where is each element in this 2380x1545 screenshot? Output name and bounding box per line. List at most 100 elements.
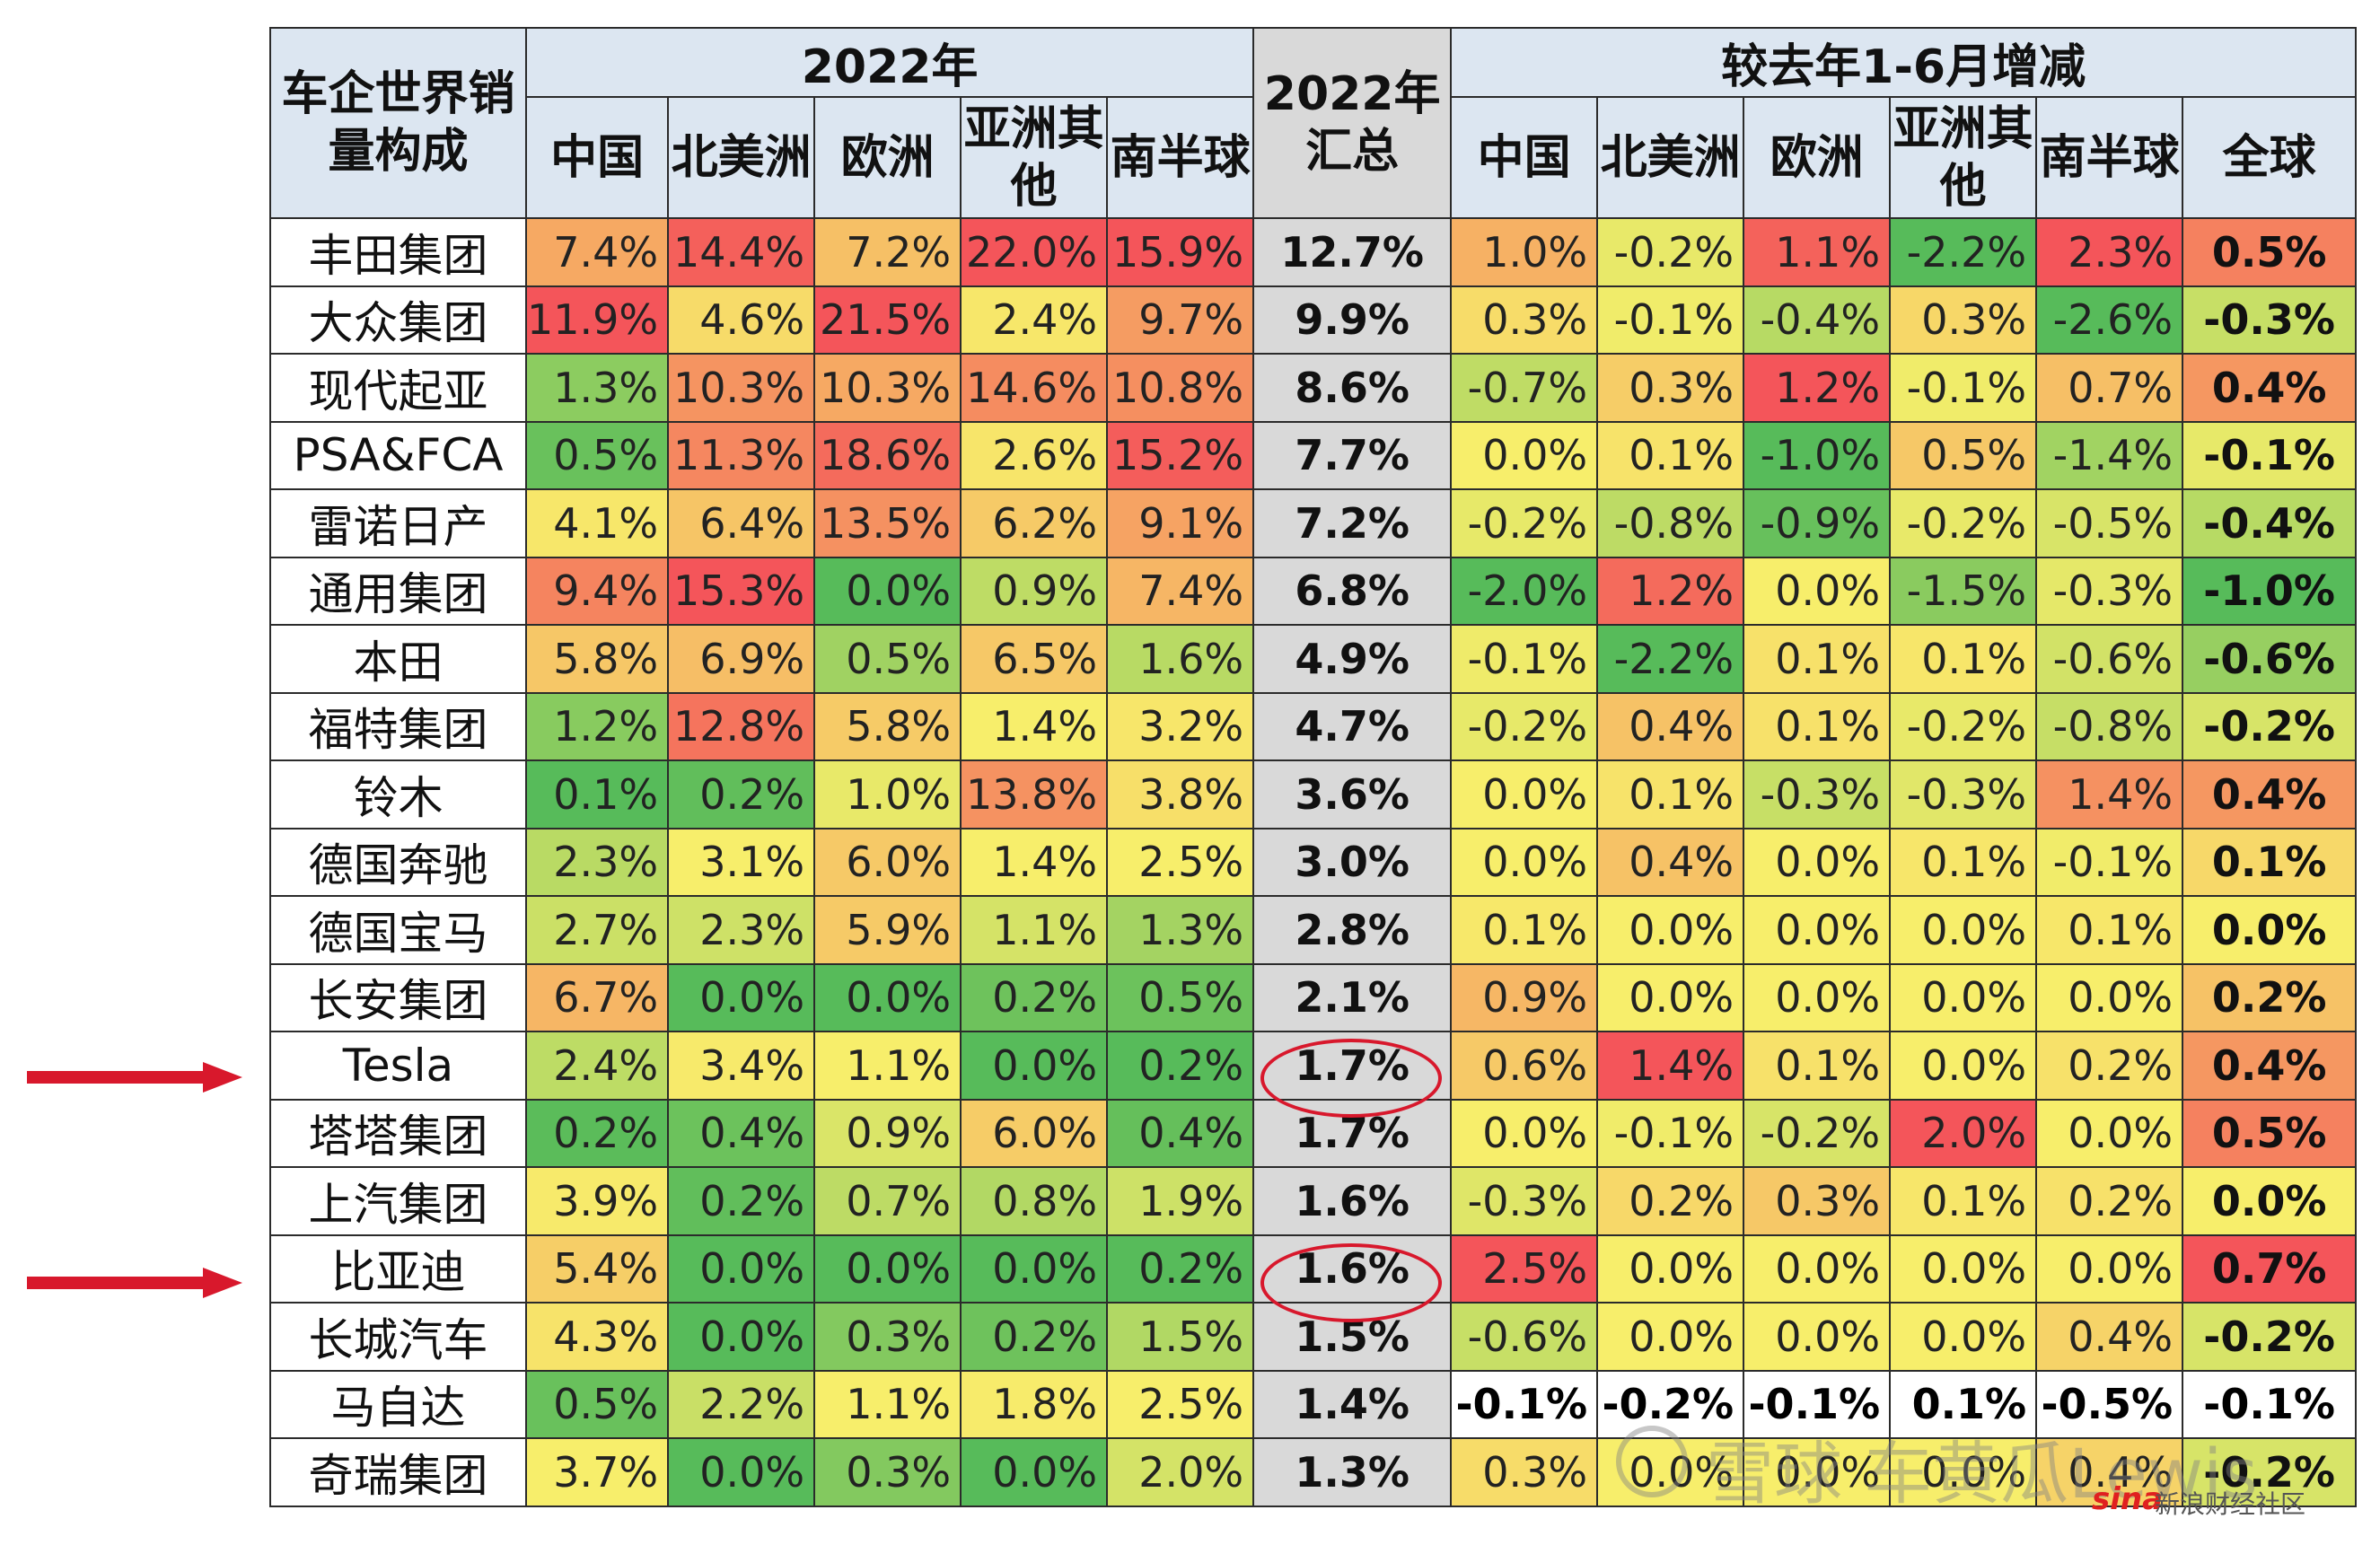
share-cell: 0.4% — [667, 1098, 816, 1168]
share-cell: 5.9% — [813, 895, 962, 965]
change-cell: 0.6% — [1450, 1031, 1599, 1101]
row-label: 塔塔集团 — [269, 1098, 527, 1168]
table-row: 现代起亚 1.3% 10.3% 10.3% 14.6% 10.8% 8.6% -0.7% 0.3… — [269, 353, 2358, 423]
highlight-circle — [1260, 1039, 1442, 1118]
share-cell: 1.3% — [1106, 895, 1255, 965]
change-cell: 1.4% — [2035, 759, 2184, 830]
change-cell: -0.2% — [1889, 488, 2038, 558]
change-cell: 0.3% — [1450, 1437, 1599, 1507]
row-label: 奇瑞集团 — [269, 1437, 527, 1507]
table-row: 马自达 0.5% 2.2% 1.1% 1.8% 2.5% 1.4% -0.1% -0.2% -0.… — [269, 1369, 2358, 1439]
change-cell: -0.5% — [2035, 1369, 2184, 1439]
highlight-circle — [1260, 1243, 1442, 1322]
change-cell: 0.2% — [2035, 1031, 2184, 1101]
change-cell: -0.6% — [2035, 624, 2184, 694]
table-row: 大众集团 11.9% 4.6% 21.5% 2.4% 9.7% 9.9% 0.3% -0.1% -… — [269, 285, 2358, 355]
share-cell: 2.3% — [524, 827, 670, 897]
share-cell: 4.6% — [667, 285, 816, 355]
share-cell: 0.7% — [813, 1166, 962, 1236]
change-cell: -0.2% — [1743, 1098, 1892, 1168]
change-cell: 2.3% — [2035, 217, 2184, 287]
table-body: 丰田集团 7.4% 14.4% 7.2% 22.0% 15.9% 12.7% 1.0% -0.2… — [269, 217, 2358, 1507]
share-cell: 0.5% — [1106, 962, 1255, 1032]
row-label: 德国宝马 — [269, 895, 527, 965]
row-label: 福特集团 — [269, 691, 527, 761]
header-row-groups: 车企世界销量构成 2022年 2022年汇总 较去年1-6月增减 — [269, 27, 2358, 219]
share-cell: 0.2% — [960, 962, 1109, 1032]
change-cell: 0.0% — [1889, 1437, 2038, 1507]
row-label: 德国奔驰 — [269, 827, 527, 897]
change-cell: 0.0% — [1596, 1233, 1745, 1304]
share-cell: 3.8% — [1106, 759, 1255, 830]
share-cell: 2.5% — [1106, 1369, 1255, 1439]
column-header-region: 北美洲 — [667, 96, 816, 219]
change-cell: 0.0% — [1450, 420, 1599, 490]
row-label: 比亚迪 — [269, 1233, 527, 1304]
total-cell: 2.1% — [1252, 962, 1453, 1032]
share-cell: 5.4% — [524, 1233, 670, 1304]
change-cell: 0.0% — [1743, 1302, 1892, 1372]
total-cell: 1.3% — [1252, 1437, 1453, 1507]
share-cell: 0.0% — [667, 1233, 816, 1304]
row-label: 通用集团 — [269, 556, 527, 626]
change-cell: -0.3% — [2035, 556, 2184, 626]
change-cell: 0.0% — [1889, 1233, 2038, 1304]
change-cell: 0.1% — [1743, 624, 1892, 694]
share-cell: 1.6% — [1106, 624, 1255, 694]
share-cell: 3.7% — [524, 1437, 670, 1507]
change-cell: 0.0% — [1743, 556, 1892, 626]
change-cell: -0.6% — [1450, 1302, 1599, 1372]
change-cell: 0.1% — [1743, 691, 1892, 761]
table-row: 上汽集团 3.9% 0.2% 0.7% 0.8% 1.9% 1.6% -0.3% 0.2% 0.3… — [269, 1166, 2358, 1236]
change-cell: 0.0% — [1743, 962, 1892, 1032]
share-cell: 22.0% — [960, 217, 1109, 287]
change-cell: 0.1% — [1596, 759, 1745, 830]
share-cell: 0.1% — [524, 759, 670, 830]
share-cell: 0.2% — [1106, 1233, 1255, 1304]
share-cell: 2.6% — [960, 420, 1109, 490]
share-cell: 0.8% — [960, 1166, 1109, 1236]
change-cell: -0.7% — [1450, 353, 1599, 423]
change-cell: 0.0% — [2035, 962, 2184, 1032]
row-label: Tesla — [269, 1031, 527, 1101]
change-cell: -0.4% — [1743, 285, 1892, 355]
change-cell: 1.0% — [1450, 217, 1599, 287]
global-change-cell: 0.4% — [2182, 353, 2358, 423]
total-cell: 3.0% — [1252, 827, 1453, 897]
total-cell: 8.6% — [1252, 353, 1453, 423]
global-change-cell: 0.5% — [2182, 217, 2358, 287]
share-cell: 6.7% — [524, 962, 670, 1032]
share-cell: 1.9% — [1106, 1166, 1255, 1236]
share-cell: 15.2% — [1106, 420, 1255, 490]
global-change-cell: -0.3% — [2182, 285, 2358, 355]
share-cell: 5.8% — [813, 691, 962, 761]
change-cell: -0.3% — [1889, 759, 2038, 830]
share-cell: 0.4% — [1106, 1098, 1255, 1168]
share-cell: 0.5% — [524, 420, 670, 490]
share-cell: 11.9% — [524, 285, 670, 355]
row-label: 长安集团 — [269, 962, 527, 1032]
share-cell: 0.3% — [813, 1437, 962, 1507]
global-change-cell: 0.7% — [2182, 1233, 2358, 1304]
change-cell: 0.5% — [1889, 420, 2038, 490]
global-change-cell: 0.0% — [2182, 1166, 2358, 1236]
total-cell: 12.7% — [1252, 217, 1453, 287]
change-cell: 0.3% — [1743, 1166, 1892, 1236]
share-cell: 1.4% — [960, 691, 1109, 761]
share-cell: 1.0% — [813, 759, 962, 830]
change-cell: -0.1% — [1596, 285, 1745, 355]
row-label: 大众集团 — [269, 285, 527, 355]
change-cell: -0.1% — [1596, 1098, 1745, 1168]
row-label: 本田 — [269, 624, 527, 694]
change-cell: -0.1% — [1450, 624, 1599, 694]
change-cell: 0.0% — [1596, 962, 1745, 1032]
sales-share-table: 车企世界销量构成 2022年 2022年汇总 较去年1-6月增减 中国 北美洲 欧洲… — [269, 27, 2358, 1507]
share-cell: 7.4% — [1106, 556, 1255, 626]
share-cell: 0.2% — [667, 1166, 816, 1236]
share-cell: 2.2% — [667, 1369, 816, 1439]
table-row: PSA&FCA 0.5% 11.3% 18.6% 2.6% 15.2% 7.7% 0.0% 0.… — [269, 420, 2358, 490]
change-cell: -1.0% — [1743, 420, 1892, 490]
share-cell: 14.6% — [960, 353, 1109, 423]
total-cell: 9.9% — [1252, 285, 1453, 355]
total-cell: 4.7% — [1252, 691, 1453, 761]
